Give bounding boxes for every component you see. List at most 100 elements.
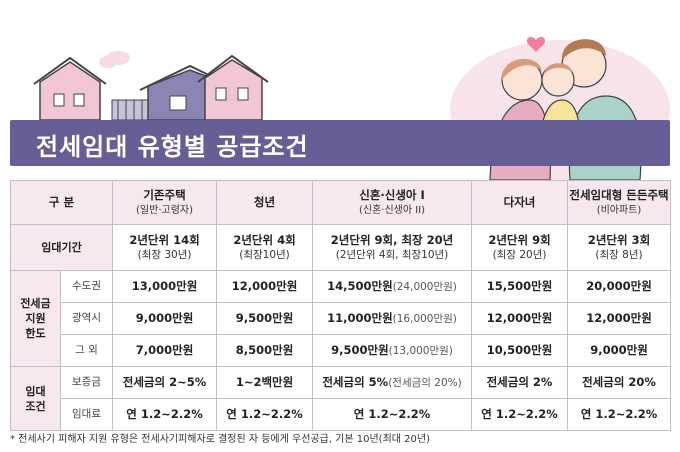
table-cell: 7,000만원 bbox=[112, 334, 218, 367]
cell-value: 12,000만원 bbox=[486, 311, 553, 325]
cell-line-1: 2년단위 3회 bbox=[587, 232, 651, 247]
table-cell: 2년단위 14회 (최장 30년) bbox=[112, 224, 218, 271]
label-line: 지원 bbox=[25, 312, 46, 325]
cell-value: 전세금의 2~5% bbox=[122, 375, 207, 389]
footnote: * 전세사기 피해자 지원 유형은 전세사기피해자로 결정된 자 등에게 우선공… bbox=[10, 434, 430, 445]
region-label: 수도권 bbox=[59, 270, 114, 303]
header-col-name: 신혼·신생아 I bbox=[359, 187, 425, 202]
cell-alt-value: (13,000만원) bbox=[388, 344, 453, 357]
header-col-name: 청년 bbox=[253, 195, 276, 209]
cell-value: 전세금의 5% bbox=[322, 374, 389, 389]
table-cell: 2년단위 3회 (최장 8년) bbox=[567, 224, 672, 271]
table-cell: 전세금의 2~5% bbox=[112, 366, 218, 399]
header-col-sub: (신혼·신생아 II) bbox=[358, 204, 426, 216]
cell-value: 8,500만원 bbox=[235, 343, 294, 357]
table-row: 임대 조건 보증금 전세금의 2~5% 1~2백만원 전세금의 5%(전세금의 2… bbox=[10, 366, 672, 431]
table-cell: 11,000만원(16,000만원) bbox=[312, 302, 473, 335]
table-cell: 전세금의 5%(전세금의 20%) bbox=[312, 366, 473, 399]
table-row-lease-period: 임대기간 2년단위 14회 (최장 30년) 2년단위 4회 (최장10년) 2년단… bbox=[9, 224, 672, 271]
cell-alt-value: (16,000만원) bbox=[392, 312, 457, 325]
cell-value: 9,000만원 bbox=[590, 343, 648, 357]
table-row: 그 외 7,000만원 8,500만원 9,500만원(13,000만원) 10… bbox=[11, 334, 672, 367]
table-cell: 8,500만원 bbox=[216, 334, 314, 367]
table-cell: 연 1.2~2.2% bbox=[112, 398, 218, 431]
table-cell: 9,500만원 bbox=[216, 302, 314, 335]
cell-value: 9,500만원 bbox=[331, 342, 389, 357]
cell-value: 연 1.2~2.2% bbox=[226, 407, 303, 421]
title-banner bbox=[10, 120, 670, 166]
header-col-name: 기존주택 bbox=[143, 187, 186, 202]
header-col-sub: (비아파트) bbox=[596, 204, 642, 216]
cell-line-2: (최장 20년) bbox=[492, 248, 547, 261]
table-cell: 12,000만원 bbox=[216, 270, 314, 303]
header-col-1: 청년 bbox=[216, 180, 314, 225]
cell-line-1: 2년단위 9회, 최장 20년 bbox=[330, 232, 454, 247]
table-cell: 14,500만원(24,000만원) bbox=[312, 270, 473, 303]
cell-value: 연 1.2~2.2% bbox=[126, 407, 203, 421]
cell-value: 13,000만원 bbox=[131, 279, 198, 293]
supply-conditions-table: 구 분 기존주택 (일반·고령자) 청년 신혼·신생아 I (신혼·신생아 II) … bbox=[9, 180, 672, 431]
cell-value: 7,000만원 bbox=[135, 343, 194, 357]
table-cell: 2년단위 9회 (최장 20년) bbox=[471, 224, 569, 271]
cell-alt-value: (전세금의 20%) bbox=[388, 376, 462, 389]
cell-line-2: (2년단위 4회, 최장10년) bbox=[335, 248, 449, 261]
table-cell: 9,500만원(13,000만원) bbox=[312, 334, 473, 367]
item-label: 보증금 bbox=[59, 366, 114, 399]
row-label-lease-period: 임대기간 bbox=[9, 224, 114, 271]
table-header-row: 구 분 기존주택 (일반·고령자) 청년 신혼·신생아 I (신혼·신생아 II) … bbox=[9, 180, 672, 225]
table-cell: 연 1.2~2.2% bbox=[312, 398, 473, 431]
houses-illustration bbox=[33, 51, 269, 121]
header-col-sub: (일반·고령자) bbox=[136, 204, 193, 216]
table-cell: 13,000만원 bbox=[112, 270, 218, 303]
table-cell: 12,000만원 bbox=[471, 302, 569, 335]
header-col-3: 다자녀 bbox=[471, 180, 569, 225]
cell-line-1: 2년단위 4회 bbox=[233, 232, 296, 247]
header-col-name: 전세임대형 든든주택 bbox=[569, 187, 669, 202]
table-cell: 전세금의 20% bbox=[567, 366, 672, 399]
cell-value: 12,000만원 bbox=[586, 311, 652, 325]
table-cell: 9,000만원 bbox=[112, 302, 218, 335]
cell-line-2: (최장 8년) bbox=[595, 248, 643, 261]
table-cell: 15,500만원 bbox=[471, 270, 569, 303]
cell-value: 12,000만원 bbox=[231, 279, 298, 293]
cell-value: 연 1.2~2.2% bbox=[481, 407, 558, 421]
cell-value: 전세금의 2% bbox=[486, 375, 553, 389]
table-cell: 연 1.2~2.2% bbox=[567, 398, 672, 431]
cell-value: 연 1.2~2.2% bbox=[353, 407, 431, 421]
cell-line-2: (최장10년) bbox=[239, 248, 290, 261]
header-col-name: 다자녀 bbox=[503, 195, 536, 209]
table-cell: 20,000만원 bbox=[567, 270, 672, 303]
cell-line-1: 2년단위 14회 bbox=[129, 232, 200, 247]
label-line: 조건 bbox=[25, 399, 46, 413]
header-category: 구 분 bbox=[9, 180, 114, 225]
cell-value: 1~2백만원 bbox=[235, 375, 294, 389]
cell-line-1: 2년단위 9회 bbox=[488, 232, 551, 247]
cell-value: 전세금의 20% bbox=[582, 375, 656, 389]
table-cell: 전세금의 2% bbox=[471, 366, 569, 399]
table-cell: 10,500만원 bbox=[471, 334, 569, 367]
table-cell: 연 1.2~2.2% bbox=[471, 398, 569, 431]
region-label: 그 외 bbox=[59, 334, 114, 367]
cell-value: 11,000만원 bbox=[327, 310, 393, 325]
cell-value: 10,500만원 bbox=[486, 343, 553, 357]
table-cell: 2년단위 4회 (최장10년) bbox=[216, 224, 314, 271]
cell-line-2: (최장 30년) bbox=[137, 248, 192, 261]
header-col-4: 전세임대형 든든주택 (비아파트) bbox=[567, 180, 672, 225]
cell-value: 9,000만원 bbox=[135, 311, 194, 325]
table-row: 광역시 9,000만원 9,500만원 11,000만원(16,000만원) 1… bbox=[11, 302, 672, 335]
row-label-rent-conditions: 임대 조건 bbox=[10, 366, 61, 431]
table-cell: 9,000만원 bbox=[567, 334, 672, 367]
table-cell: 연 1.2~2.2% bbox=[216, 398, 314, 431]
cell-value: 9,500만원 bbox=[235, 311, 294, 325]
label-line: 전세금 bbox=[20, 297, 51, 310]
region-label: 광역시 bbox=[59, 302, 114, 335]
item-label: 임대료 bbox=[59, 398, 114, 431]
label-line: 한도 bbox=[25, 327, 46, 340]
table-cell: 1~2백만원 bbox=[216, 366, 314, 399]
cell-value: 20,000만원 bbox=[586, 279, 652, 293]
heart-icon bbox=[526, 37, 546, 52]
cell-value: 연 1.2~2.2% bbox=[580, 407, 658, 421]
table-row: 임대료 연 1.2~2.2% 연 1.2~2.2% 연 1.2~2.2% 연 1… bbox=[11, 398, 672, 431]
